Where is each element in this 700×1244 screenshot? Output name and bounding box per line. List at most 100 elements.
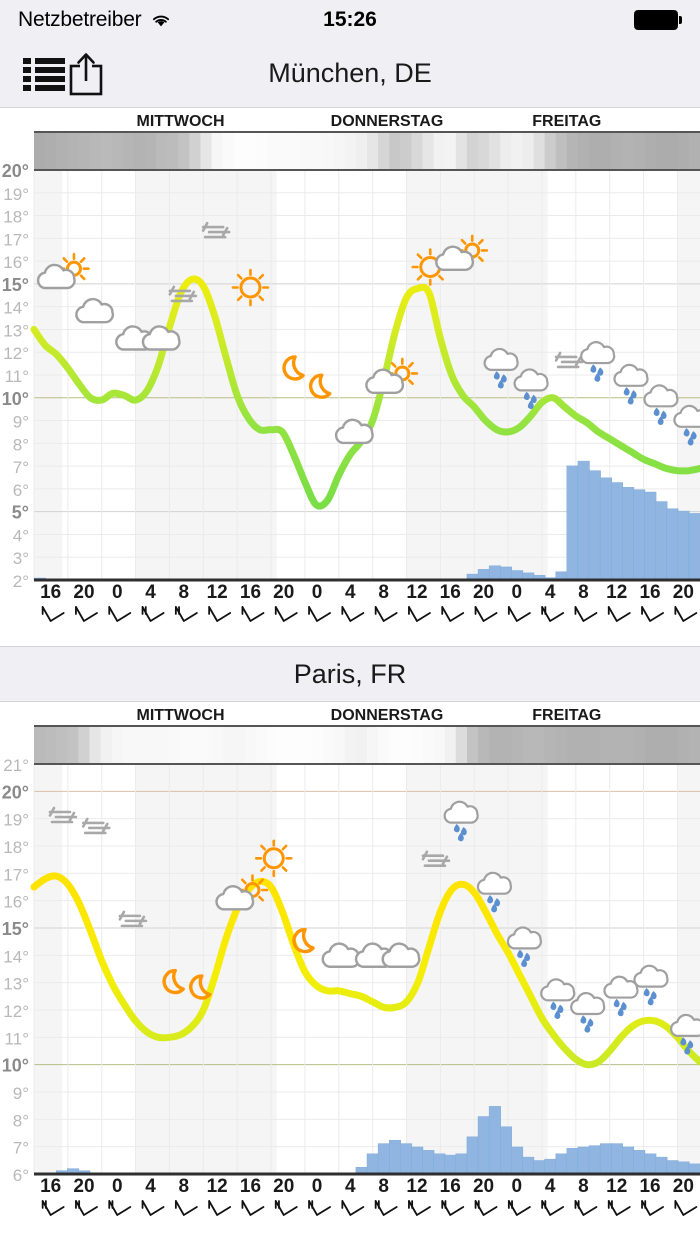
- wind-barb[interactable]: [408, 1200, 431, 1216]
- y-axis-label: 12°: [3, 344, 29, 363]
- cloud-cover-band: [633, 132, 646, 170]
- wind-barb[interactable]: [574, 606, 598, 622]
- wind-barb[interactable]: [474, 1200, 498, 1216]
- cloud-cover-band: [267, 726, 279, 764]
- y-axis-label: 4°: [13, 526, 29, 545]
- wind-hooks: [81, 817, 109, 833]
- wind-barb[interactable]: [75, 1200, 98, 1216]
- sun-ray: [258, 895, 265, 902]
- wind-barb[interactable]: [674, 606, 698, 622]
- wind-barb[interactable]: [607, 1200, 631, 1216]
- weather-icon-rain: [670, 1013, 700, 1055]
- wind-barb[interactable]: [541, 606, 565, 622]
- cloud-cover-band: [333, 132, 346, 170]
- wind-barb[interactable]: [208, 606, 232, 622]
- precipitation-bar: [433, 1153, 446, 1175]
- cloud-cover-band: [378, 132, 390, 170]
- sun-ray: [79, 274, 86, 281]
- wind-barb[interactable]: [308, 1200, 331, 1216]
- y-axis-label: 5°: [12, 503, 29, 523]
- wind-barb[interactable]: [441, 606, 465, 622]
- wind-barb[interactable]: [41, 606, 65, 622]
- wind-barb[interactable]: [308, 606, 331, 622]
- sun-ray: [390, 361, 397, 368]
- cloud-cover-band: [378, 726, 390, 764]
- list-icon[interactable]: [22, 56, 66, 92]
- precipitation-bar: [688, 513, 700, 581]
- cloud-cover-band: [34, 726, 46, 764]
- share-icon[interactable]: [66, 51, 106, 97]
- wind-barb[interactable]: [408, 606, 431, 622]
- wind-barb[interactable]: [641, 1200, 664, 1216]
- cloud-icon: [36, 263, 76, 290]
- wind-barb-shaft: [341, 606, 365, 622]
- cloud-cover-band: [300, 132, 313, 170]
- y-axis-label: 8°: [13, 1111, 29, 1130]
- x-axis-label: 12: [207, 582, 228, 603]
- wind-barb[interactable]: [474, 606, 498, 622]
- wind-barb-shaft: [374, 606, 398, 622]
- wind-barb[interactable]: [441, 1200, 465, 1216]
- raindrop: [630, 390, 637, 399]
- cloud-cover-band: [145, 132, 157, 170]
- raindrop: [517, 949, 524, 959]
- sun-ray: [416, 274, 423, 281]
- weather-icon-wind: [554, 351, 584, 369]
- wind-barb[interactable]: [341, 606, 365, 622]
- cloud-cover-band: [655, 132, 668, 170]
- sun-ray: [240, 878, 247, 885]
- wind-barb[interactable]: [141, 606, 165, 622]
- y-axis-label: 9°: [13, 1084, 29, 1103]
- weather-icon-moon: [162, 968, 185, 995]
- wind-barb-shaft: [674, 1200, 698, 1216]
- wind-barb[interactable]: [674, 1200, 698, 1216]
- raindrop: [457, 833, 464, 842]
- wind-barb[interactable]: [541, 1200, 565, 1216]
- cloud-cover-band: [466, 726, 479, 764]
- weather-icon-moon: [309, 373, 332, 399]
- wind-hooks: [168, 285, 196, 301]
- raindrop: [643, 988, 650, 997]
- y-axis-label: 7°: [13, 1139, 29, 1158]
- wind-barb[interactable]: [574, 1200, 598, 1216]
- wind-hooks: [554, 351, 582, 367]
- cloud-cover-band: [133, 132, 146, 170]
- cloud-cover-band: [122, 132, 135, 170]
- cloud-cover-band: [622, 726, 634, 764]
- cloud-icon: [513, 368, 549, 392]
- weather-icon-rain: [643, 384, 679, 425]
- cloud-cover-band: [367, 132, 379, 170]
- wind-barb[interactable]: [507, 606, 531, 622]
- cloud-cover-band: [300, 726, 313, 764]
- precipitation-bar: [366, 1153, 379, 1175]
- precipitation-bar: [655, 1156, 668, 1175]
- wind-barb[interactable]: [641, 606, 664, 622]
- wind-barb[interactable]: [174, 1200, 198, 1216]
- y-axis-label: 11°: [5, 367, 29, 386]
- wind-barb[interactable]: [274, 1200, 298, 1216]
- wind-barb[interactable]: [141, 1200, 165, 1216]
- wind-barb[interactable]: [241, 1200, 265, 1216]
- wind-hooks: [118, 910, 146, 926]
- wind-barb[interactable]: [507, 1200, 531, 1216]
- wind-barb[interactable]: [75, 606, 98, 622]
- wind-barb[interactable]: [208, 1200, 232, 1216]
- wind-barb[interactable]: [241, 606, 265, 622]
- wind-barb[interactable]: [607, 606, 631, 622]
- wind-barb[interactable]: [108, 606, 132, 622]
- y-axis-label: 14°: [3, 947, 29, 966]
- cloud-cover-band: [577, 132, 590, 170]
- wind-barb[interactable]: [374, 1200, 398, 1216]
- cloud-icon: [570, 991, 606, 1016]
- wind-barb[interactable]: [274, 606, 298, 622]
- cloud-cover-band: [34, 132, 46, 170]
- wind-barb[interactable]: [374, 606, 398, 622]
- wind-barb[interactable]: [174, 606, 198, 622]
- wind-barb[interactable]: [41, 1200, 65, 1216]
- weather-chart-paris[interactable]: 21° 20° 19° 18° 17° 16° 15° 14° 13° 12° 11° 10° 9° 8°…: [0, 702, 700, 1240]
- city-header-paris[interactable]: Paris, FR: [0, 646, 700, 702]
- cloud-cover-band: [433, 726, 446, 764]
- wind-barb[interactable]: [108, 1200, 132, 1216]
- wind-barb[interactable]: [341, 1200, 365, 1216]
- weather-chart-muenchen[interactable]: 20° 19° 18° 17° 16° 15° 14° 13° 12° 11° 10° 9° 8° 7° 6…: [0, 108, 700, 646]
